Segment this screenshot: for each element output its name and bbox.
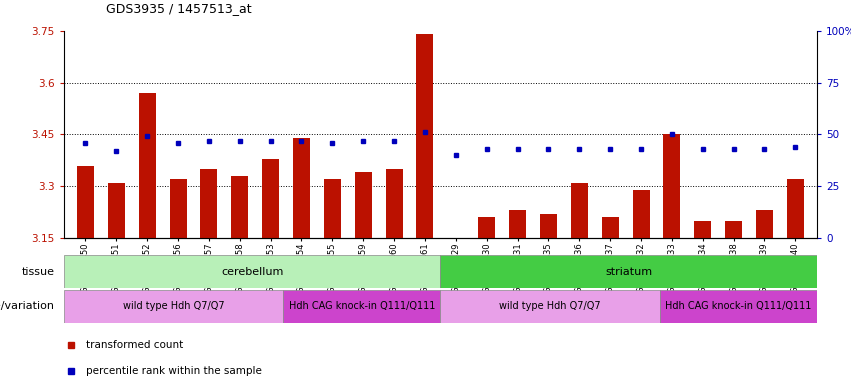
Text: Hdh CAG knock-in Q111/Q111: Hdh CAG knock-in Q111/Q111 xyxy=(288,301,435,311)
Text: GDS3935 / 1457513_at: GDS3935 / 1457513_at xyxy=(106,2,252,15)
Text: percentile rank within the sample: percentile rank within the sample xyxy=(87,366,262,376)
Bar xyxy=(355,172,372,238)
Bar xyxy=(169,179,186,238)
Bar xyxy=(324,179,341,238)
Text: genotype/variation: genotype/variation xyxy=(0,301,54,311)
Bar xyxy=(632,190,649,238)
Bar xyxy=(756,210,773,238)
Bar xyxy=(478,217,495,238)
Bar xyxy=(262,159,279,238)
Bar xyxy=(694,221,711,238)
Text: striatum: striatum xyxy=(605,266,652,277)
Bar xyxy=(509,210,526,238)
Text: wild type Hdh Q7/Q7: wild type Hdh Q7/Q7 xyxy=(500,301,601,311)
Bar xyxy=(64,290,283,323)
Bar xyxy=(231,176,248,238)
Text: tissue: tissue xyxy=(21,266,54,277)
Bar xyxy=(108,183,125,238)
Bar xyxy=(440,255,817,288)
Bar xyxy=(540,214,557,238)
Bar xyxy=(283,290,440,323)
Bar xyxy=(139,93,156,238)
Bar xyxy=(725,221,742,238)
Bar xyxy=(416,34,433,238)
Text: Hdh CAG knock-in Q111/Q111: Hdh CAG knock-in Q111/Q111 xyxy=(665,301,812,311)
Bar xyxy=(602,217,619,238)
Bar xyxy=(293,138,310,238)
Bar xyxy=(64,255,440,288)
Text: cerebellum: cerebellum xyxy=(221,266,283,277)
Bar xyxy=(664,134,681,238)
Bar xyxy=(440,290,660,323)
Bar xyxy=(77,166,94,238)
Bar xyxy=(787,179,804,238)
Bar xyxy=(571,183,588,238)
Bar xyxy=(660,290,817,323)
Text: wild type Hdh Q7/Q7: wild type Hdh Q7/Q7 xyxy=(123,301,225,311)
Bar xyxy=(386,169,403,238)
Text: transformed count: transformed count xyxy=(87,339,184,350)
Bar xyxy=(200,169,217,238)
